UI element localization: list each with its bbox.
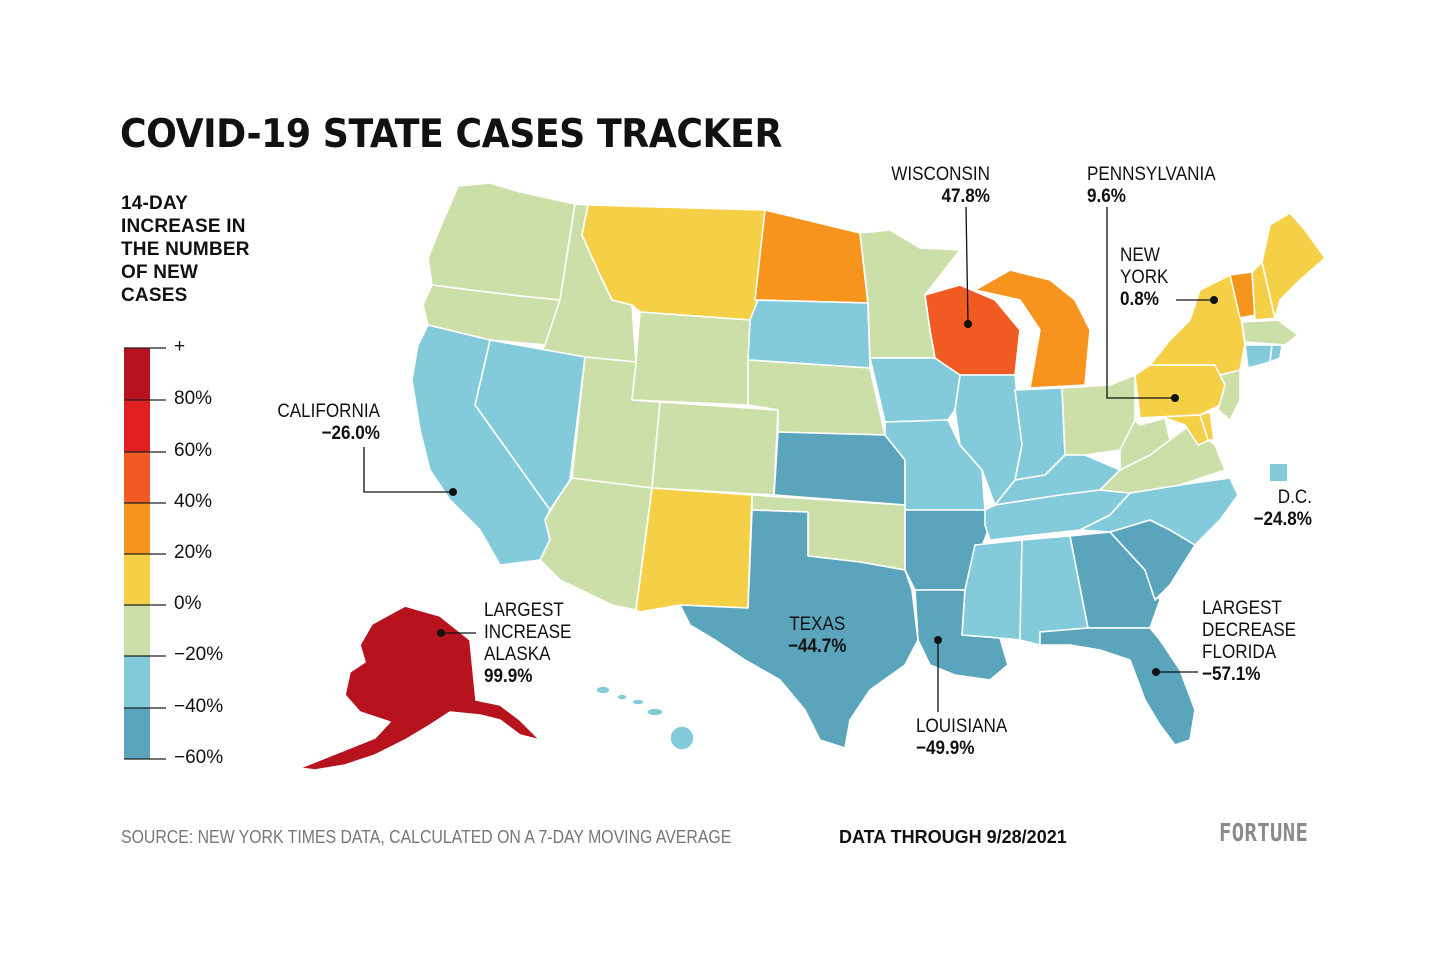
map-title: COVID-19 STATE CASES TRACKER (120, 112, 782, 157)
texas-callout: TEXAS −44.7% (788, 614, 846, 658)
callout-name: D.C. (1277, 487, 1312, 508)
data-date-note: DATA THROUGH 9/28/2021 (839, 827, 1067, 847)
pennsylvania-callout: PENNSYLVANIA 9.6% (1087, 164, 1216, 208)
callout-value: −57.1% (1202, 664, 1261, 685)
callout-value: 9.6% (1087, 186, 1126, 207)
state-maine (1261, 212, 1326, 319)
new-york-callout: NEW YORK 0.8% (1120, 245, 1168, 311)
state-north-dakota (754, 209, 869, 304)
legend-tick-label: −40% (174, 696, 224, 717)
legend-tick-label: 0% (174, 593, 202, 614)
state-kansas (773, 431, 906, 506)
color-scale-legend: + 80% 60% 40% 20% 0% −20% −40% −60% (116, 336, 276, 768)
legend-heading-line: 14-DAY (121, 193, 189, 214)
legend-swatch-red-orange (124, 452, 150, 503)
alaska-marker-dot (437, 629, 445, 637)
callout-name-line: LARGEST (484, 600, 564, 621)
callout-value: −44.7% (788, 636, 847, 657)
state-washington (427, 182, 576, 301)
legend-heading-line: INCREASE IN (121, 216, 246, 237)
state-california (411, 324, 551, 566)
state-new-mexico (635, 487, 753, 613)
state-connecticut (1244, 344, 1273, 369)
legend-swatch-orange (124, 503, 150, 554)
legend-swatch-light-blue (124, 656, 150, 708)
callout-name: PENNSYLVANIA (1087, 164, 1216, 185)
legend-swatch-dark-red (124, 348, 150, 400)
state-wisconsin (924, 284, 1021, 376)
state-colorado (651, 401, 779, 496)
wisconsin-marker-dot (964, 320, 972, 328)
legend-heading: 14-DAY INCREASE IN THE NUMBER OF NEW CAS… (121, 192, 291, 307)
state-iowa (869, 357, 961, 423)
callout-name-line: LARGEST (1202, 598, 1282, 619)
callout-value: −24.8% (1253, 509, 1312, 530)
california-callout: CALIFORNIA −26.0% (263, 401, 380, 445)
state-texas (679, 509, 919, 749)
legend-heading-line: THE NUMBER (121, 239, 250, 260)
state-north-carolina (1079, 477, 1239, 546)
callout-name: CALIFORNIA (277, 401, 380, 422)
callout-name-line: FLORIDA (1202, 642, 1277, 663)
state-south-dakota (747, 299, 871, 369)
alaska-callout: LARGEST INCREASE ALASKA 99.9% (484, 600, 571, 688)
state-west-virginia (1119, 417, 1171, 471)
new-york-marker-dot (1210, 296, 1218, 304)
dc-callout: D.C. −24.8% (1222, 487, 1312, 531)
fortune-logo: FORTUNE (1219, 818, 1309, 847)
callout-name-line: ALASKA (484, 644, 551, 665)
callout-name: LOUISIANA (916, 716, 1008, 737)
callout-name-line: NEW (1120, 245, 1160, 266)
callout-name-line: YORK (1120, 267, 1169, 288)
state-alaska (299, 605, 541, 771)
florida-marker-dot (1152, 668, 1160, 676)
state-florida (1039, 627, 1196, 746)
callout-name: WISCONSIN (891, 164, 990, 185)
louisiana-callout: LOUISIANA −49.9% (916, 716, 1007, 760)
callout-name: TEXAS (789, 614, 846, 635)
legend-tick-label: −20% (174, 644, 224, 665)
legend-swatch-teal-blue (124, 708, 150, 759)
callout-value: 99.9% (484, 666, 533, 687)
legend-tick-label: 60% (174, 440, 213, 461)
state-massachusetts (1241, 319, 1299, 346)
louisiana-marker-dot (934, 636, 942, 644)
legend-tick-label: 40% (174, 491, 213, 512)
legend-heading-line: CASES (121, 285, 188, 306)
legend-tick-label: + (174, 336, 186, 357)
legend-tick-label: 20% (174, 542, 213, 563)
state-rhode-island (1269, 344, 1283, 363)
legend-swatch-yellow (124, 554, 150, 605)
state-hawaii (595, 685, 695, 751)
callout-value: −49.9% (916, 738, 975, 759)
legend-swatch-pale-green (124, 605, 150, 656)
callout-name-line: DECREASE (1202, 620, 1297, 641)
color-scale-bar (124, 347, 166, 760)
source-note: SOURCE: NEW YORK TIMES DATA, CALCULATED … (121, 827, 732, 847)
legend-tick-label: −60% (174, 747, 224, 768)
state-delaware (1199, 411, 1215, 441)
dc-marker (1270, 464, 1287, 481)
callout-value: −26.0% (321, 423, 380, 444)
pennsylvania-marker-dot (1171, 394, 1179, 402)
california-marker-dot (449, 488, 457, 496)
state-pennsylvania (1134, 364, 1226, 419)
florida-callout: LARGEST DECREASE FLORIDA −57.1% (1202, 598, 1296, 686)
callout-name-line: INCREASE (484, 622, 572, 643)
legend-tick-label: 80% (174, 388, 213, 409)
legend-swatch-red (124, 400, 150, 452)
callout-value: 47.8% (941, 186, 990, 207)
wisconsin-callout: WISCONSIN 47.8% (864, 164, 990, 208)
callout-value: 0.8% (1120, 289, 1159, 310)
legend-heading-line: OF NEW (121, 262, 199, 283)
state-michigan (974, 269, 1091, 389)
state-wyoming (631, 311, 751, 406)
